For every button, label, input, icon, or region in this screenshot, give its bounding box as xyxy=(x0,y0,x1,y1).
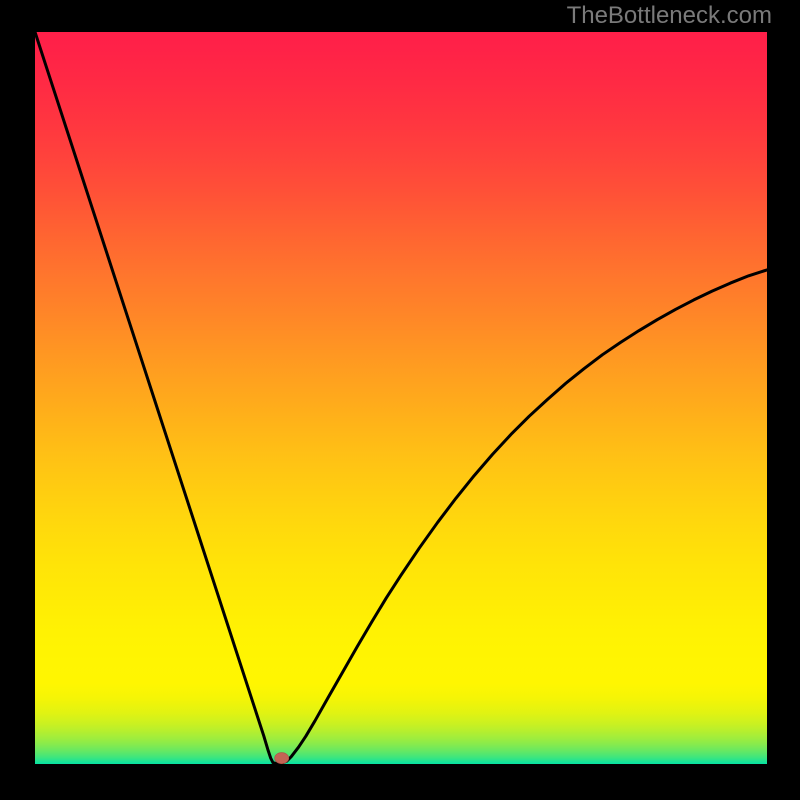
min-marker xyxy=(275,753,289,764)
plot-background xyxy=(35,32,767,764)
watermark-text: TheBottleneck.com xyxy=(567,2,772,30)
bottleneck-chart xyxy=(0,0,800,800)
chart-stage: { "canvas": { "width": 800, "height": 80… xyxy=(0,0,800,800)
